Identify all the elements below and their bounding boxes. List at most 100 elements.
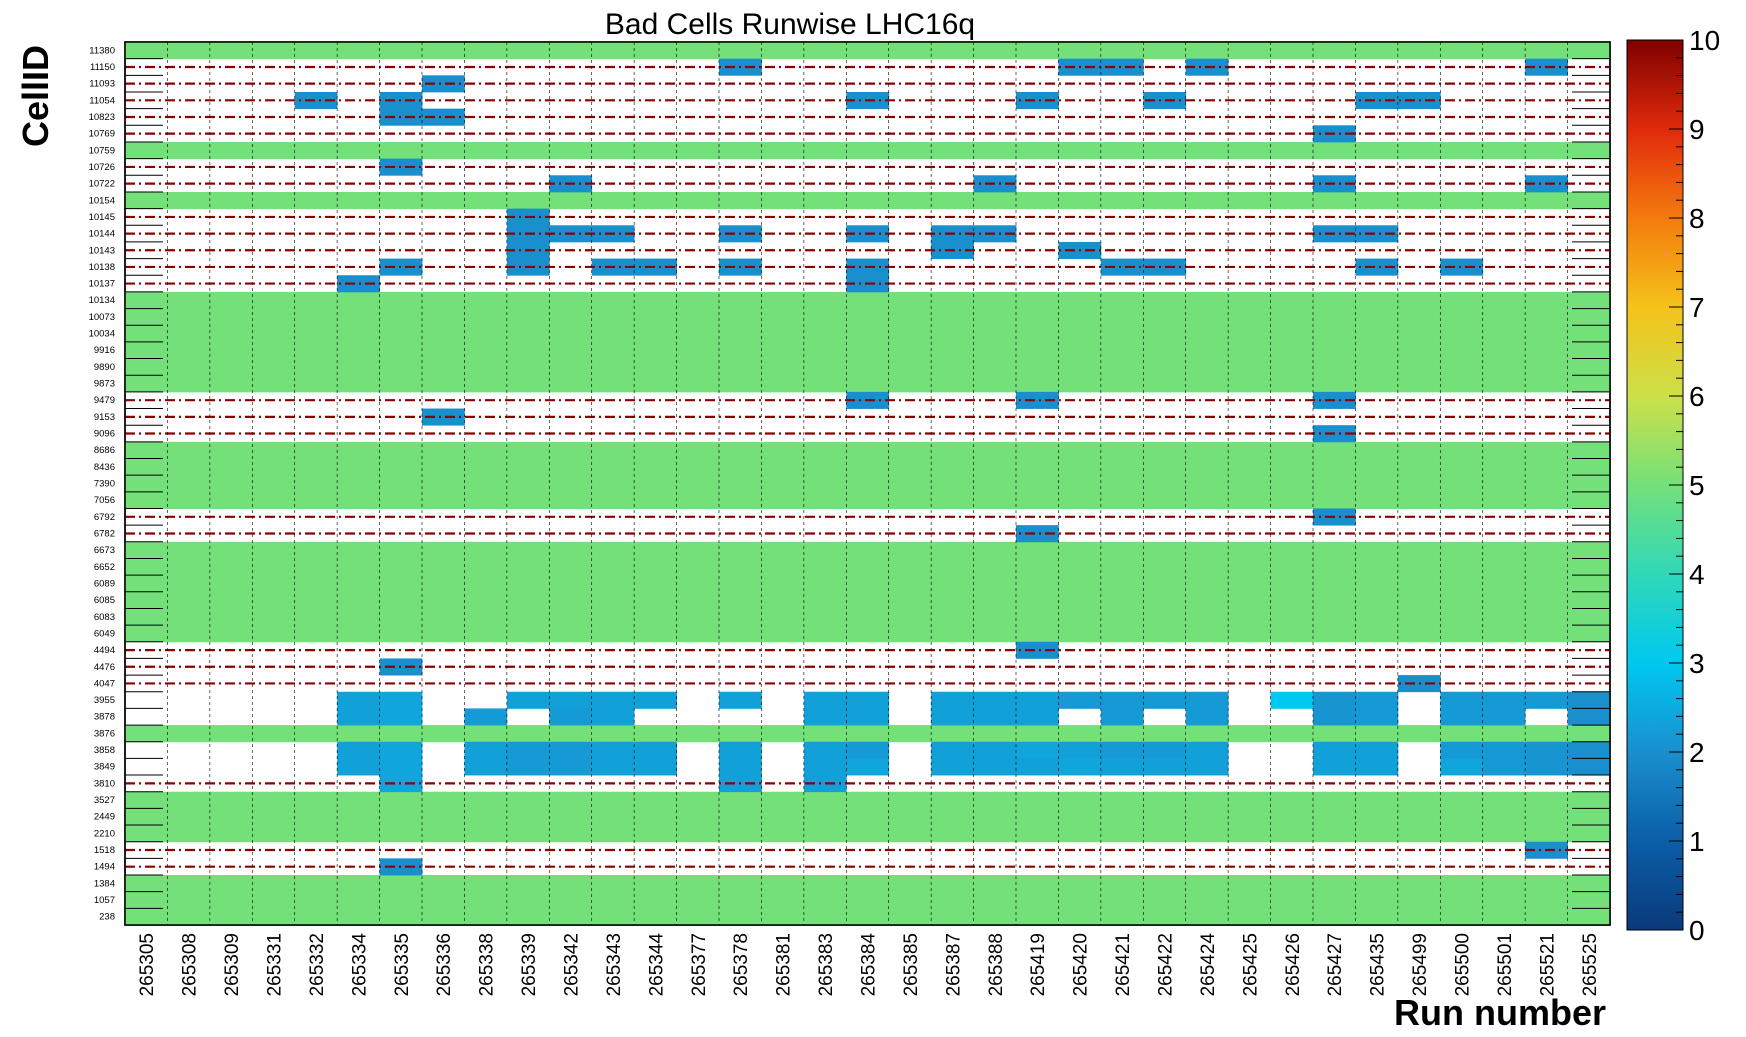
- heatmap-cell: [846, 708, 890, 726]
- always-bad-row-9890: [125, 358, 1610, 376]
- heatmap-cell: [1567, 758, 1611, 776]
- always-bad-row-238: [125, 908, 1610, 926]
- heatmap-cell: [1185, 758, 1229, 776]
- heatmap-cell: [803, 741, 847, 759]
- y-tick-label: 9479: [94, 395, 115, 406]
- heatmap-cell: [1143, 741, 1187, 759]
- heatmap-cell: [1016, 741, 1059, 759]
- heatmap-cell: [973, 741, 1017, 759]
- x-tick-label: 265385: [901, 933, 922, 996]
- x-tick-label: 265387: [943, 933, 964, 996]
- heatmap-cell: [549, 691, 593, 709]
- heatmap-cell: [1143, 258, 1187, 276]
- x-tick-label: 265383: [816, 933, 837, 996]
- heatmap-cell: [803, 708, 847, 726]
- x-tick-label: 265334: [349, 933, 370, 997]
- y-tick-label: 3878: [94, 712, 115, 723]
- y-tick-label: 6049: [94, 628, 115, 639]
- heatmap-cell: [846, 758, 890, 776]
- heatmap-cell: [1270, 691, 1314, 709]
- x-tick-label: 265501: [1495, 933, 1516, 996]
- y-tick-label: 11093: [89, 79, 115, 90]
- y-tick-label: 2449: [94, 812, 115, 823]
- heatmap-cell: [1100, 58, 1144, 76]
- y-tick-label: 1057: [94, 895, 115, 906]
- x-tick-label: 265521: [1537, 933, 1558, 996]
- x-tick-label: 265425: [1240, 933, 1261, 996]
- colorbar-tick-label: 10: [1689, 25, 1720, 56]
- chart-title: Bad Cells Runwise LHC16q: [605, 8, 975, 41]
- heatmap-cell: [1143, 91, 1187, 110]
- always-bad-row-6083: [125, 608, 1610, 626]
- heatmap-cell: [1525, 758, 1568, 776]
- heatmap-cell: [1440, 741, 1484, 759]
- heatmap-cell: [549, 741, 593, 759]
- heatmap-cell: [1355, 225, 1399, 243]
- x-tick-label: 265308: [180, 933, 201, 996]
- heatmap-cell: [634, 758, 677, 776]
- always-bad-row-6049: [125, 625, 1610, 643]
- y-tick-label: 1494: [94, 862, 115, 873]
- heatmap-cell: [422, 75, 465, 93]
- y-tick-label: 3527: [94, 795, 115, 806]
- x-tick-label: 265499: [1410, 933, 1431, 996]
- y-tick-label: 9096: [94, 429, 115, 440]
- y-tick-label: 6652: [94, 562, 115, 573]
- y-tick-label: 9916: [94, 345, 115, 356]
- y-tick-label: 10137: [89, 279, 115, 290]
- heatmap-cell: [1482, 691, 1526, 709]
- heatmap-cell: [1567, 741, 1611, 759]
- heatmap-cell: [337, 758, 380, 776]
- always-bad-row-10034: [125, 325, 1610, 343]
- heatmap-cell: [1100, 741, 1144, 759]
- x-tick-label: 265378: [731, 933, 752, 996]
- colorbar: 0 1 2 3 4 5 6 7 8 9 10: [1626, 25, 1720, 946]
- y-tick-label: 9890: [94, 362, 115, 373]
- heatmap-cell: [1313, 691, 1356, 709]
- y-tick-label: 6085: [94, 595, 115, 606]
- heatmap-cell: [464, 758, 508, 776]
- heatmap-cell: [1100, 691, 1144, 709]
- heatmap-cell: [1355, 708, 1399, 726]
- x-tick-label: 265338: [477, 933, 498, 996]
- heatmap-cell: [1440, 691, 1484, 709]
- always-bad-row-6673: [125, 541, 1610, 559]
- x-tick-label: 265339: [519, 933, 540, 996]
- colorbar-tick-label: 6: [1689, 381, 1705, 412]
- heatmap-cell: [1100, 258, 1144, 276]
- heatmap-cell: [1567, 708, 1611, 726]
- y-tick-label: 4494: [94, 645, 115, 656]
- heatmap-cell: [1016, 641, 1059, 659]
- plot-border: [124, 41, 1611, 926]
- heatmap-cell: [591, 758, 635, 776]
- heatmap-cell: [1058, 758, 1102, 776]
- always-bad-row-7390: [125, 475, 1610, 493]
- always-bad-row-6085: [125, 591, 1610, 609]
- y-tick-label: 11150: [90, 62, 115, 73]
- heatmap-cell: [803, 691, 847, 709]
- y-tick-label: 3955: [94, 695, 115, 706]
- colorbar-tick-label: 3: [1689, 648, 1705, 679]
- colorbar-tick-label: 8: [1689, 203, 1705, 234]
- heatmap-cell: [846, 741, 890, 759]
- heatmap-cell: [1016, 391, 1059, 409]
- y-tick-label: 3810: [94, 778, 115, 789]
- colorbar-tick-label: 7: [1689, 292, 1705, 323]
- always-bad-row-8436: [125, 458, 1610, 476]
- always-bad-row-6652: [125, 558, 1610, 576]
- heatmap-cell: [719, 758, 762, 776]
- y-tick-label: 10134: [89, 295, 115, 306]
- y-tick-label: 238: [99, 912, 115, 923]
- heatmap-cell: [1058, 741, 1102, 759]
- heatmap-cell: [549, 758, 593, 776]
- heatmap-cell: [1313, 708, 1356, 726]
- x-tick-label: 265384: [859, 933, 880, 997]
- x-tick-label: 265422: [1156, 933, 1177, 996]
- always-bad-row-1057: [125, 891, 1610, 909]
- heatmap-cell: [719, 691, 762, 709]
- row-markers: [125, 65, 1610, 868]
- heatmap-cell: [422, 108, 465, 126]
- x-tick-label: 265342: [562, 933, 583, 996]
- heatmap-cell: [931, 691, 974, 709]
